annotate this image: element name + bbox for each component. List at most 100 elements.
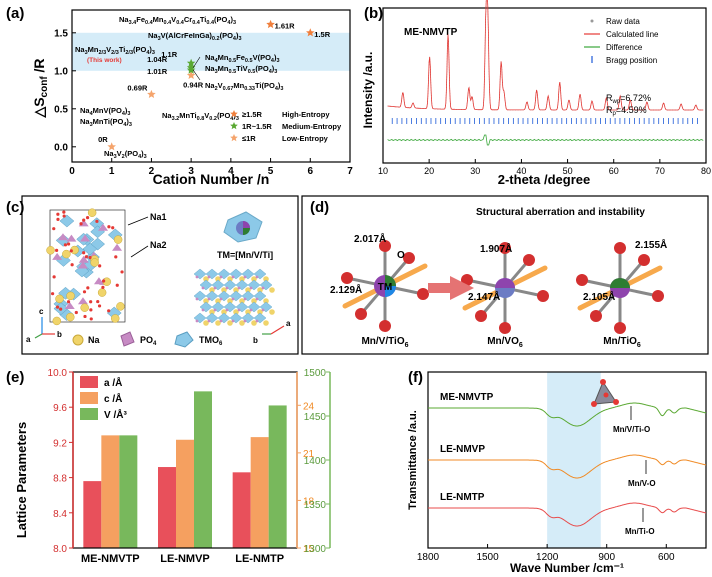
x-tick-label: 20	[424, 166, 434, 176]
oxygen-atom	[55, 248, 59, 253]
oxygen-atom	[89, 308, 93, 312]
ftir-trace	[428, 402, 707, 427]
po4-site	[195, 297, 199, 301]
na-atom	[209, 287, 215, 293]
tm-v-sector	[385, 286, 396, 297]
bond-annotation: Mn/Ti-O	[625, 527, 655, 536]
panel-e-label: (e)	[6, 369, 24, 386]
bar-v	[194, 391, 212, 548]
oxygen-atom	[107, 225, 111, 229]
calculated-line-series	[387, 0, 704, 111]
x-tick-label: 1500	[476, 552, 499, 563]
na-atom	[215, 276, 221, 282]
panel-c-label: (c)	[6, 199, 24, 216]
po4-site	[201, 308, 205, 312]
na-atom	[245, 287, 251, 293]
trace-name: ME-NMVTP	[440, 392, 494, 403]
panel-b-xrd-chart: (b) Intensity /a.u. 2-theta /degree ME-N…	[361, 0, 711, 187]
v-axis-tick-label: 1500	[304, 368, 327, 379]
na-atom	[251, 320, 257, 326]
label-na32mnti08v02po4: Na3.2MnTi0.8V0.2(PO4)3	[162, 111, 239, 122]
bar-c	[176, 439, 194, 548]
connector-line	[192, 69, 201, 81]
oxygen-atom	[59, 307, 63, 311]
legend: Raw data Calculated line Difference Bragg p…	[584, 17, 659, 65]
tm-label: TM	[378, 282, 392, 293]
oxygen-atom	[652, 290, 664, 302]
data-value-label: 0.69R	[127, 83, 148, 92]
po4-site	[237, 308, 241, 312]
bragg-position-ticks	[391, 118, 698, 124]
data-value-label: 1.5R	[314, 30, 330, 39]
na-atom	[97, 288, 107, 297]
po4-tetrahedron	[77, 261, 88, 269]
po4-tetrahedron	[52, 252, 63, 260]
tmo6-octahedron	[55, 234, 71, 247]
x-tick-label: 3	[188, 166, 194, 177]
legend-name: Medium-Entropy	[282, 122, 342, 131]
unit-cell-box	[49, 209, 126, 323]
oxygen-atom	[96, 299, 100, 304]
highlight-band	[547, 372, 601, 548]
na-atom	[263, 298, 269, 304]
panel-frame	[21, 195, 299, 355]
na-atom	[269, 309, 275, 315]
na-atom	[116, 302, 125, 311]
c-axis-tick-label: 24	[303, 401, 315, 412]
legend-swatch	[80, 392, 98, 404]
oxygen-atom	[98, 264, 102, 268]
y-axis-title: Intensity /a.u.	[361, 52, 375, 129]
legend-name: High-Entropy	[282, 110, 330, 119]
oxygen-atom	[499, 322, 511, 334]
tm-center-half	[610, 278, 630, 288]
po4-site	[213, 286, 217, 290]
x-tick-label: 5	[268, 166, 274, 177]
na-atom	[90, 258, 99, 267]
na-atom	[209, 309, 215, 315]
c-axis-tick-label: 18	[303, 496, 315, 507]
oxygen-atom	[114, 255, 118, 259]
label-this-work-compound: Na3Mn2/3V2/3Ti2/3(PO4)3	[75, 45, 155, 56]
oxygen-atom	[97, 304, 102, 308]
data-point-star	[147, 89, 156, 98]
oxygen-atom	[52, 275, 56, 279]
unit-cell-image	[46, 208, 126, 326]
legend-swatch	[80, 408, 98, 420]
label-high-entropy-1: Na3.4Fe0.4Mn0.4V0.4Cr0.4Ti0.4(PO4)3	[119, 15, 236, 26]
oxygen-atom	[89, 317, 93, 321]
legend-raw-marker	[590, 19, 594, 23]
oxygen-atom	[537, 290, 549, 302]
oxygen-atom	[115, 283, 119, 287]
label-high-entropy-2: Na3V(AlCrFeInGa)0.2(PO4)3	[148, 31, 242, 42]
po4-site	[255, 319, 259, 323]
data-point-star	[306, 28, 315, 37]
o-label: O	[397, 250, 405, 261]
na-atom	[245, 309, 251, 315]
panel-f-label: (f)	[408, 369, 423, 386]
x-category-label: LE-NMVP	[160, 553, 210, 565]
oxygen-atom	[638, 254, 650, 266]
direction-arrow	[428, 276, 474, 300]
left-tick-label: 9.6	[53, 403, 67, 414]
po4-site	[231, 297, 235, 301]
po4-site	[261, 308, 265, 312]
y-axis-title: △Sconf /R	[31, 58, 50, 118]
na-atom	[233, 309, 239, 315]
bond-length-label: 2.017Å	[354, 232, 386, 245]
x-tick-label: 1	[109, 166, 115, 177]
x-tick-label: 1200	[536, 552, 559, 563]
oxygen-atom	[101, 285, 105, 289]
na-atom	[66, 312, 75, 322]
structure-name: Mn/V/TiO6	[361, 336, 408, 349]
oxygen-atom	[69, 249, 73, 253]
legend-name: Low-Entropy	[282, 134, 329, 143]
legend-label: Bragg position	[606, 56, 657, 65]
oxygen-atom	[355, 308, 367, 320]
na-atom	[203, 298, 209, 304]
medium-entropy-band	[72, 32, 350, 71]
c-axis-tick-label: 15	[303, 544, 315, 555]
this-work-note: (This work)	[87, 57, 122, 64]
data-point-star	[186, 63, 196, 72]
data-point-star	[186, 70, 196, 79]
